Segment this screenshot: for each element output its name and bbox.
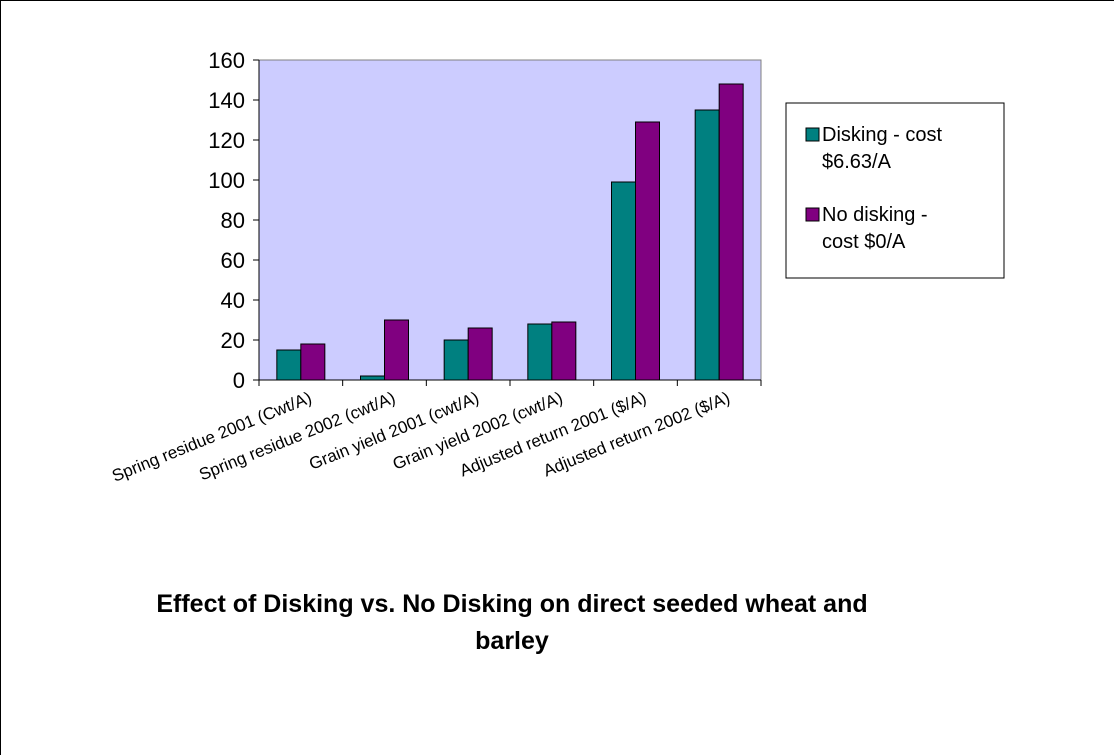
y-tick-label: 160 — [208, 48, 245, 73]
bar-series1-0 — [276, 349, 302, 381]
legend-label: Disking - cost — [822, 124, 942, 146]
y-axis: 0 20 40 60 80 100 120 140 160 — [208, 48, 260, 393]
bars — [276, 83, 744, 381]
y-tick-label: 120 — [208, 128, 245, 153]
bar-series1-4 — [611, 181, 636, 381]
bar-series1-5 — [694, 109, 720, 381]
legend: Disking - cost $6.63/A No disking - cost $0… — [785, 102, 1005, 279]
chart-title-line: barley — [475, 627, 549, 655]
bar-series1-2 — [443, 339, 469, 381]
bar-series1-1 — [360, 375, 385, 381]
y-tick-label: 40 — [221, 288, 245, 313]
legend-swatch — [805, 127, 820, 142]
bar-series2-0 — [300, 343, 326, 381]
y-tick-label: 20 — [221, 328, 245, 353]
chart-title: Effect of Disking vs. No Disking on dire… — [156, 590, 867, 655]
legend-swatch — [805, 207, 820, 222]
x-axis: Spring residue 2001 (Cwt/A)Spring residu… — [109, 379, 762, 486]
legend-box — [785, 102, 1005, 279]
bar-series1-3 — [527, 323, 553, 381]
chart-title-line: Effect of Disking vs. No Disking on dire… — [156, 590, 867, 618]
y-tick-label: 60 — [221, 248, 245, 273]
bar-series2-3 — [551, 321, 577, 381]
legend-label: No disking - — [822, 204, 928, 226]
plot-area — [258, 59, 762, 381]
y-tick-label: 80 — [221, 208, 245, 233]
y-tick-label: 100 — [208, 168, 245, 193]
legend-label: cost $0/A — [822, 231, 906, 253]
bar-series2-1 — [384, 319, 409, 381]
legend-label: $6.63/A — [822, 151, 892, 173]
bar-series2-4 — [635, 121, 660, 381]
y-tick-label: 0 — [233, 368, 245, 393]
bar-series2-2 — [467, 327, 493, 381]
bar-series2-5 — [718, 83, 744, 381]
y-tick-label: 140 — [208, 88, 245, 113]
